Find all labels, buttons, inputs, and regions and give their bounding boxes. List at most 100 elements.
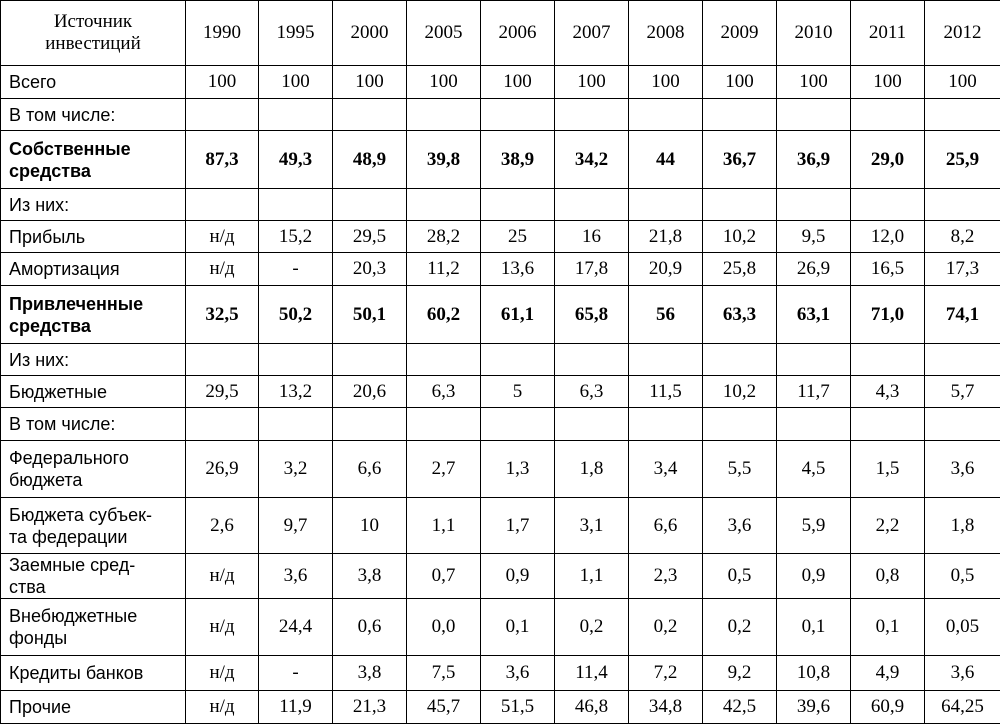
value-cell: 34,8 bbox=[629, 691, 703, 724]
value-cell: 100 bbox=[481, 66, 555, 99]
row-label: Всего bbox=[1, 66, 186, 99]
empty-cell bbox=[777, 408, 851, 441]
value-cell: н/д bbox=[186, 691, 259, 724]
value-cell: 0,8 bbox=[851, 554, 925, 599]
value-cell: 0,2 bbox=[555, 599, 629, 656]
value-cell: 3,8 bbox=[333, 554, 407, 599]
value-cell: 3,1 bbox=[555, 498, 629, 554]
empty-cell bbox=[186, 344, 259, 376]
row-label: Привлеченные средства bbox=[1, 286, 186, 344]
row-label: Кредиты банков bbox=[1, 656, 186, 691]
value-cell: 0,1 bbox=[481, 599, 555, 656]
value-cell: 61,1 bbox=[481, 286, 555, 344]
row-label: В том числе: bbox=[1, 408, 186, 441]
empty-cell bbox=[629, 99, 703, 131]
value-cell: 1,8 bbox=[555, 441, 629, 498]
value-cell: 44 bbox=[629, 131, 703, 189]
empty-cell bbox=[925, 189, 1000, 221]
value-cell: 29,5 bbox=[333, 221, 407, 253]
value-cell: 64,25 bbox=[925, 691, 1000, 724]
value-cell: 63,3 bbox=[703, 286, 777, 344]
year-header: 2008 bbox=[629, 1, 703, 66]
data-row: В том числе: bbox=[1, 408, 1000, 441]
row-label: Бюджетные bbox=[1, 376, 186, 408]
empty-cell bbox=[186, 189, 259, 221]
value-cell: 3,4 bbox=[629, 441, 703, 498]
value-cell: 0,9 bbox=[481, 554, 555, 599]
value-cell: 4,3 bbox=[851, 376, 925, 408]
value-cell: 36,7 bbox=[703, 131, 777, 189]
value-cell: - bbox=[259, 253, 333, 286]
empty-cell bbox=[703, 344, 777, 376]
value-cell: 100 bbox=[777, 66, 851, 99]
row-label: Внебюджетные фонды bbox=[1, 599, 186, 656]
value-cell: 8,2 bbox=[925, 221, 1000, 253]
value-cell: 0,9 bbox=[777, 554, 851, 599]
row-label: Федерального бюджета bbox=[1, 441, 186, 498]
value-cell: 2,6 bbox=[186, 498, 259, 554]
value-cell: 5,7 bbox=[925, 376, 1000, 408]
empty-cell bbox=[851, 408, 925, 441]
value-cell: - bbox=[259, 656, 333, 691]
value-cell: 3,8 bbox=[333, 656, 407, 691]
year-header: 2000 bbox=[333, 1, 407, 66]
empty-cell bbox=[481, 99, 555, 131]
value-cell: 6,3 bbox=[407, 376, 481, 408]
empty-cell bbox=[629, 344, 703, 376]
value-cell: 11,4 bbox=[555, 656, 629, 691]
value-cell: 38,9 bbox=[481, 131, 555, 189]
data-row: В том числе: bbox=[1, 99, 1000, 131]
value-cell: 17,8 bbox=[555, 253, 629, 286]
value-cell: 10,8 bbox=[777, 656, 851, 691]
value-cell: н/д bbox=[186, 599, 259, 656]
value-cell: 42,5 bbox=[703, 691, 777, 724]
value-cell: 25,9 bbox=[925, 131, 1000, 189]
year-header: 2009 bbox=[703, 1, 777, 66]
empty-cell bbox=[333, 189, 407, 221]
value-cell: 10,2 bbox=[703, 376, 777, 408]
row-label: В том числе: bbox=[1, 99, 186, 131]
empty-cell bbox=[333, 408, 407, 441]
value-cell: 21,8 bbox=[629, 221, 703, 253]
value-cell: 9,7 bbox=[259, 498, 333, 554]
value-cell: 1,3 bbox=[481, 441, 555, 498]
value-cell: 100 bbox=[259, 66, 333, 99]
row-label: Собственные средства bbox=[1, 131, 186, 189]
value-cell: 2,7 bbox=[407, 441, 481, 498]
value-cell: 50,2 bbox=[259, 286, 333, 344]
empty-cell bbox=[925, 344, 1000, 376]
value-cell: 7,5 bbox=[407, 656, 481, 691]
value-cell: 3,6 bbox=[481, 656, 555, 691]
value-cell: 21,3 bbox=[333, 691, 407, 724]
value-cell: 36,9 bbox=[777, 131, 851, 189]
empty-cell bbox=[407, 99, 481, 131]
value-cell: 16 bbox=[555, 221, 629, 253]
value-cell: 60,2 bbox=[407, 286, 481, 344]
source-header: Источник инвестиций bbox=[1, 1, 186, 66]
row-label: Заемные сред- ства bbox=[1, 554, 186, 599]
value-cell: 0,05 bbox=[925, 599, 1000, 656]
empty-cell bbox=[259, 344, 333, 376]
value-cell: 100 bbox=[407, 66, 481, 99]
row-label: Прибыль bbox=[1, 221, 186, 253]
empty-cell bbox=[481, 189, 555, 221]
row-label: Из них: bbox=[1, 344, 186, 376]
empty-cell bbox=[703, 408, 777, 441]
empty-cell bbox=[259, 189, 333, 221]
value-cell: 63,1 bbox=[777, 286, 851, 344]
value-cell: 1,1 bbox=[407, 498, 481, 554]
value-cell: 45,7 bbox=[407, 691, 481, 724]
value-cell: 100 bbox=[851, 66, 925, 99]
value-cell: 11,9 bbox=[259, 691, 333, 724]
value-cell: 49,3 bbox=[259, 131, 333, 189]
empty-cell bbox=[629, 189, 703, 221]
value-cell: 3,6 bbox=[925, 441, 1000, 498]
value-cell: 0,1 bbox=[777, 599, 851, 656]
value-cell: 0,0 bbox=[407, 599, 481, 656]
value-cell: 60,9 bbox=[851, 691, 925, 724]
value-cell: 6,6 bbox=[629, 498, 703, 554]
value-cell: 7,2 bbox=[629, 656, 703, 691]
